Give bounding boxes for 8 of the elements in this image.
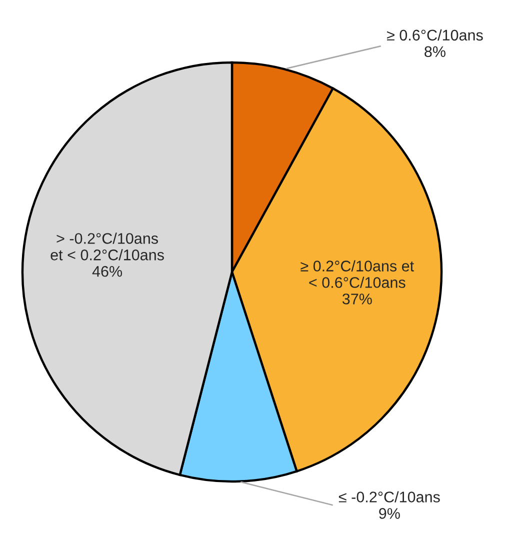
data-label: 9%: [379, 508, 400, 519]
data-label: 8%: [424, 46, 446, 58]
slice-label: > -0.2°C/10ans et < 0.2°C/10ans: [50, 232, 164, 260]
data-label: 37%: [342, 294, 372, 304]
data-label: 46%: [92, 266, 122, 277]
slice-label: ≥ 0.6°C/10ans: [387, 29, 483, 41]
slice-label: ≥ 0.2°C/10ans et < 0.6°C/10ans: [300, 260, 414, 288]
slice-label: ≤ -0.2°C/10ans: [338, 491, 440, 502]
